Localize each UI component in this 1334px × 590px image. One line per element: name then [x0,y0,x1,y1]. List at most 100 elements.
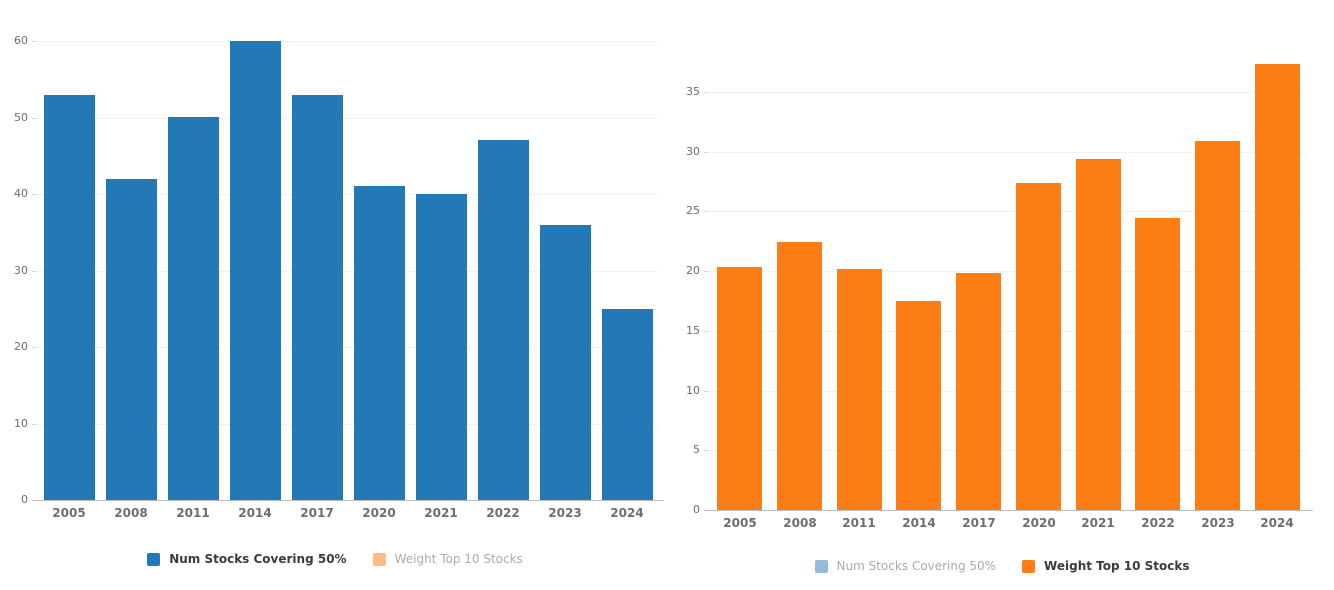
y-axis-tick-label: 5 [693,443,700,456]
bar-2011[interactable] [837,269,882,510]
bar-2023[interactable] [1195,141,1240,510]
y-gridline [38,347,658,348]
legend-swatch-icon [814,560,828,573]
y-axis-tick-label: 0 [21,493,28,506]
y-axis-tick-label: 50 [14,111,28,124]
x-axis-tick-label: 2024 [610,506,644,520]
y-axis-tick-label: 40 [14,187,28,200]
y-gridline [38,271,658,272]
y-gridline [710,450,1307,451]
y-axis-tick [704,152,709,153]
x-axis-tick-label: 2014 [902,516,936,530]
bar-2008[interactable] [106,179,157,500]
y-axis-tick [704,391,709,392]
x-axis-tick-label: 2005 [723,516,757,530]
y-axis-tick-label: 60 [14,34,28,47]
legend-label: Weight Top 10 Stocks [394,552,523,566]
y-axis-tick-label: 35 [686,85,700,98]
bar-2020[interactable] [1016,183,1061,510]
y-gridline [710,92,1307,93]
bar-2021[interactable] [1076,159,1121,510]
plot-area-num-stocks: 0 10 20 30 40 50 60 2005 2008 2011 2014 2017 2020 202… [14,34,664,520]
bar-2024[interactable] [602,309,653,500]
legend-label: Weight Top 10 Stocks [1044,559,1190,573]
bar-2005[interactable] [44,95,95,500]
x-axis-tick-label: 2017 [300,506,334,520]
bar-2023[interactable] [540,225,591,500]
y-gridline [38,41,658,42]
y-axis-tick-label: 20 [686,264,700,277]
legend-label: Num Stocks Covering 50% [836,559,997,573]
y-axis-tick [32,194,37,195]
bar-2024[interactable] [1255,64,1300,510]
x-axis-tick-label: 2014 [238,506,272,520]
legend-swatch-icon [147,553,161,566]
x-axis-tick-label: 2024 [1260,516,1294,530]
bar-2021[interactable] [416,194,467,500]
y-gridline [38,424,658,425]
legend-label: Num Stocks Covering 50% [169,552,347,566]
y-gridline [710,391,1307,392]
x-axis-tick-label: 2008 [783,516,817,530]
x-axis-tick-label: 2020 [1022,516,1056,530]
bar-2017[interactable] [292,95,343,500]
legend-item-num-stocks-covering-50-[interactable]: Num Stocks Covering 50% [147,552,347,567]
x-axis-tick-label: 2017 [962,516,996,530]
y-gridline [710,271,1307,272]
legend-item-num-stocks-covering-50-[interactable]: Num Stocks Covering 50% [814,559,997,574]
y-axis-tick-label: 10 [686,384,700,397]
bar-2008[interactable] [777,242,822,510]
bar-2011[interactable] [168,117,219,500]
y-axis-tick-label: 25 [686,204,700,217]
y-axis-tick [32,41,37,42]
legend-weight-top-10: Num Stocks Covering 50% Weight Top 10 Sto… [670,559,1334,574]
y-gridline [38,118,658,119]
legend-item-weight-top-10-stocks[interactable]: Weight Top 10 Stocks [372,552,523,567]
bar-2020[interactable] [354,186,405,500]
x-axis-tick-label: 2011 [842,516,876,530]
bar-2017[interactable] [956,273,1001,510]
x-axis-tick-label: 2023 [1201,516,1235,530]
legend-num-stocks: Num Stocks Covering 50% Weight Top 10 Sto… [0,552,670,567]
y-gridline [710,211,1307,212]
y-axis-tick-label: 0 [693,503,700,516]
x-axis-tick-label: 2022 [486,506,520,520]
y-gridline [710,152,1307,153]
y-axis-tick [32,271,37,272]
y-gridline [710,331,1307,332]
y-axis-tick-label: 20 [14,340,28,353]
y-axis-tick-label: 30 [14,264,28,277]
y-axis-tick [32,424,37,425]
x-axis-tick-label: 2021 [1081,516,1115,530]
y-axis-tick [704,271,709,272]
bar-2005[interactable] [717,267,762,510]
y-axis-tick-label: 10 [14,417,28,430]
bar-2014[interactable] [230,41,281,500]
y-axis-tick [32,347,37,348]
y-axis-tick-label: 15 [686,324,700,337]
x-axis-line [32,500,664,501]
y-axis-tick [704,92,709,93]
x-axis-line [704,510,1313,511]
y-axis-tick-label: 30 [686,145,700,158]
x-axis-tick-label: 2011 [176,506,210,520]
x-axis-tick-label: 2021 [424,506,458,520]
bar-2014[interactable] [896,301,941,510]
plot-area-weight-top-10: 0 5 10 15 20 25 30 35 2005 2008 2011 2014 2017 2020 20… [670,0,1334,590]
x-axis-tick-label: 2005 [52,506,86,520]
x-axis-tick-label: 2020 [362,506,396,520]
y-gridline [38,194,658,195]
legend-swatch-icon [372,553,386,566]
legend-item-weight-top-10-stocks[interactable]: Weight Top 10 Stocks [1022,559,1190,574]
y-axis-tick [32,118,37,119]
chart-panel-weight-top-10-stocks: 0 5 10 15 20 25 30 35 2005 2008 2011 2014 2017 2020 20… [670,0,1334,590]
x-axis-tick-label: 2022 [1141,516,1175,530]
chart-panel-num-stocks-covering-50: 0 10 20 30 40 50 60 2005 2008 2011 2014 2017 2020 202… [0,34,670,567]
bar-2022[interactable] [478,140,529,500]
y-axis-tick [704,331,709,332]
x-axis-tick-label: 2008 [114,506,148,520]
x-axis-tick-label: 2023 [548,506,582,520]
y-axis-tick [704,450,709,451]
bar-2022[interactable] [1135,218,1180,510]
